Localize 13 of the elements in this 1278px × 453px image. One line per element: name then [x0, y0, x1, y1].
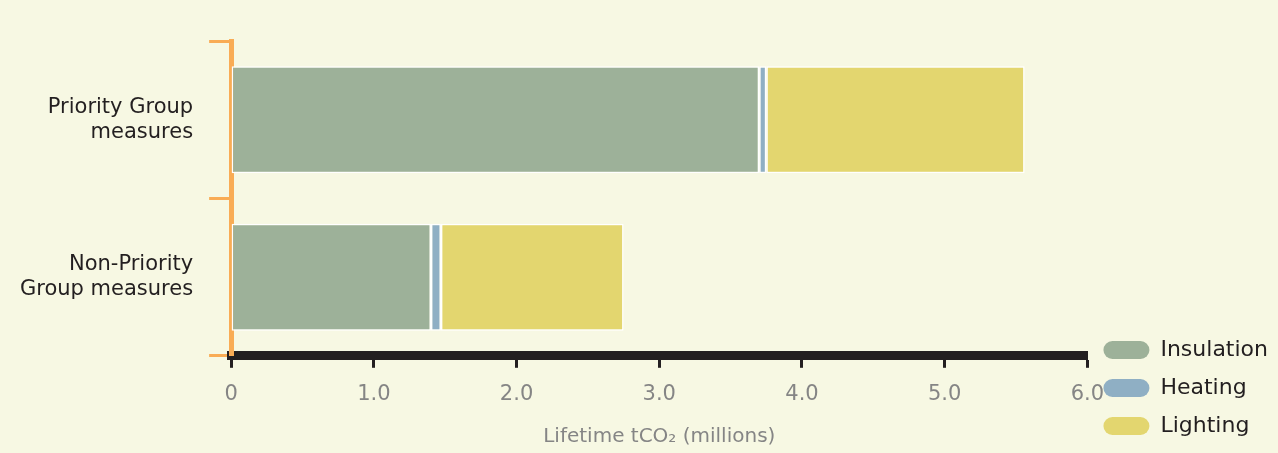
- y-tick-label: Priority Group measures: [47, 93, 194, 143]
- x-tick-label: 0: [224, 380, 238, 405]
- y-tick-label: Non-Priority Group measures: [20, 251, 194, 301]
- x-tick-label: 6.0: [1070, 380, 1105, 405]
- x-axis-title: Lifetime tCO₂ (millions): [543, 423, 776, 448]
- x-tick-label: 1.0: [357, 380, 391, 405]
- legend-label: Heating: [1160, 373, 1247, 399]
- x-tick-label: 3.0: [642, 380, 676, 405]
- x-tick-label: 5.0: [928, 380, 962, 405]
- legend-label: Insulation: [1160, 335, 1269, 361]
- x-tick-label: 2.0: [499, 380, 534, 405]
- legend-label: Lighting: [1160, 411, 1250, 437]
- x-tick-label: 4.0: [785, 380, 819, 405]
